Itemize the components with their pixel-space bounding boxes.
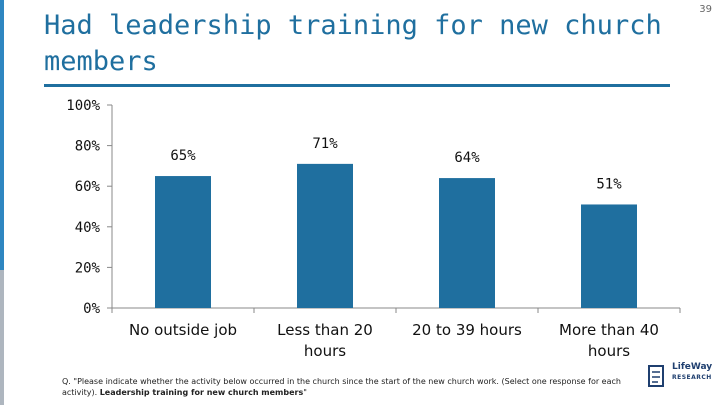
bar (439, 178, 495, 308)
y-tick-label: 100% (66, 98, 100, 114)
bar (155, 176, 211, 308)
y-tick-label: 20% (75, 260, 101, 276)
lifeway-logo (648, 365, 664, 387)
category-label: More than 40 (559, 321, 659, 339)
category-label: 20 to 39 hours (412, 321, 522, 339)
footnote-question: Q. "Please indicate whether the activity… (62, 377, 621, 397)
y-tick-label: 40% (75, 220, 101, 236)
category-label: No outside job (129, 321, 237, 339)
logo-text-research: RESEARCH (672, 374, 712, 381)
category-label: hours (304, 342, 346, 360)
title-underline (44, 84, 670, 87)
data-label: 65% (170, 148, 196, 164)
slide-number: 39 (699, 4, 712, 15)
left-accent-bar-lower (0, 270, 4, 405)
y-tick-label: 80% (75, 139, 101, 155)
bar (581, 204, 637, 308)
bar (297, 163, 353, 308)
category-label: Less than 20 (277, 321, 373, 339)
y-tick-label: 0% (83, 301, 100, 317)
left-accent-bar (0, 0, 4, 270)
footnote-item: Leadership training for new church membe… (99, 388, 304, 397)
page-title: Had leadership training for new church m… (44, 10, 662, 77)
data-label: 51% (596, 176, 622, 192)
data-label: 71% (312, 136, 338, 152)
y-tick-label: 60% (75, 179, 101, 195)
footnote-close: " (303, 388, 307, 397)
data-label: 64% (454, 150, 480, 166)
category-label: hours (588, 342, 630, 360)
logo-text-lifeway: LifeWay (672, 362, 713, 372)
footnote: Q. "Please indicate whether the activity… (62, 376, 622, 398)
